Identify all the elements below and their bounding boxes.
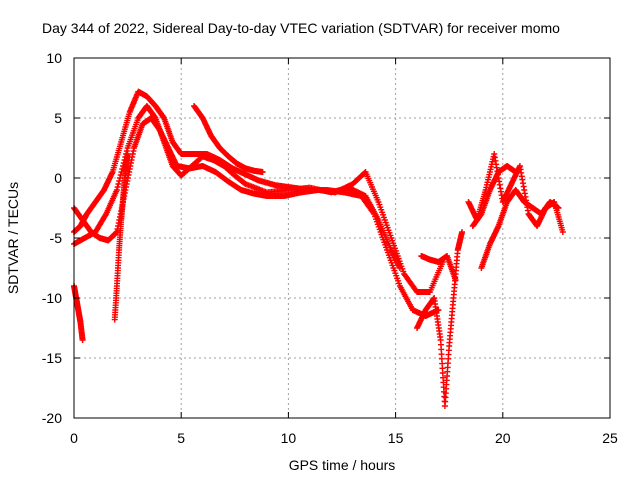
data-point (452, 277, 459, 283)
y-tick-label: 10 (46, 50, 62, 66)
series-arc-8 (418, 253, 459, 283)
series-arc-1 (71, 88, 442, 319)
y-tick-label: -20 (42, 410, 62, 426)
x-tick-label: 15 (388, 430, 404, 446)
data-point (559, 229, 566, 235)
data-points (71, 88, 566, 409)
data-point (79, 337, 86, 343)
y-tick-label: 0 (54, 170, 62, 186)
y-tick-label: 5 (54, 110, 62, 126)
data-point (115, 181, 122, 187)
data-point (102, 212, 109, 219)
data-point (113, 187, 120, 193)
grid (74, 58, 610, 418)
y-tick-label: -5 (50, 230, 63, 246)
axis-ticks (73, 57, 611, 419)
series-arc-11 (469, 163, 519, 229)
series-arc-5 (71, 283, 86, 343)
x-tick-label: 25 (602, 430, 618, 446)
x-tick-label: 10 (281, 430, 297, 446)
data-point (116, 175, 123, 181)
data-point (459, 229, 466, 235)
series-arc-4 (191, 103, 266, 175)
chart-title: Day 344 of 2022, Sidereal Day-to-day VTE… (42, 20, 560, 36)
data-point (259, 169, 266, 175)
data-point (114, 184, 121, 190)
data-point (124, 151, 131, 157)
x-axis-label: GPS time / hours (289, 457, 396, 473)
series-arc-6 (111, 151, 131, 323)
x-tick-labels: 0 5 10 15 20 25 (70, 430, 618, 446)
series-arc-10 (478, 187, 562, 271)
data-point (396, 265, 403, 271)
series-arc-7 (414, 229, 466, 409)
x-tick-label: 20 (495, 430, 511, 446)
data-point (512, 169, 519, 175)
data-point (116, 178, 123, 184)
series-arc-3 (71, 103, 403, 271)
y-axis-label: SDTVAR / TECUs (5, 182, 21, 294)
y-tick-labels: -20 -15 -10 -5 0 5 10 (42, 50, 62, 426)
y-tick-label: -15 (42, 350, 62, 366)
x-tick-label: 5 (177, 430, 185, 446)
x-tick-label: 0 (70, 430, 78, 446)
data-point (555, 205, 562, 211)
y-tick-label: -10 (42, 290, 62, 306)
